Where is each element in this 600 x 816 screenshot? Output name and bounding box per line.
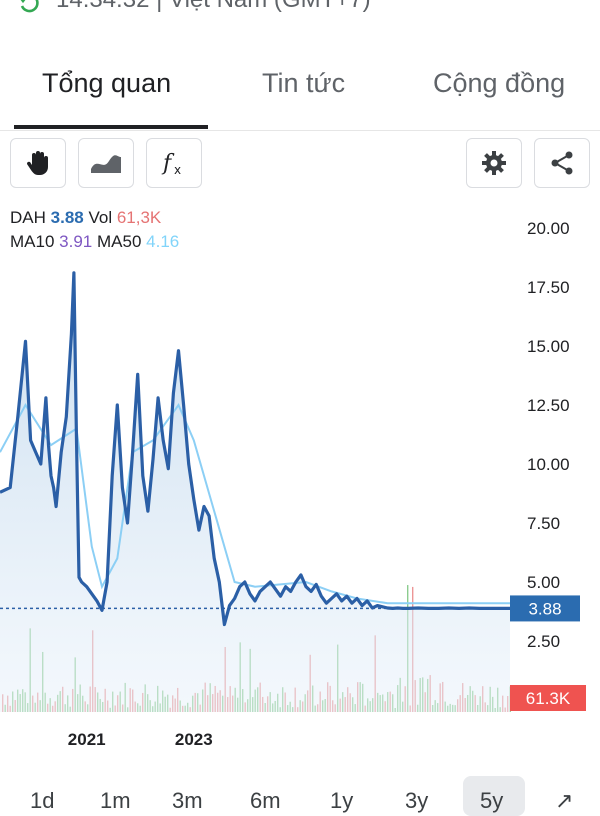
x-tick-label: 2023 <box>175 730 213 749</box>
y-tick-label: 12.50 <box>527 396 570 415</box>
chart-type-button[interactable] <box>78 138 134 188</box>
price-line <box>0 271 510 627</box>
legend-price-value: 3.88 <box>50 208 84 227</box>
current-price-tag <box>510 595 580 622</box>
current-volume-tag <box>510 685 586 711</box>
range-tab[interactable]: 1d <box>30 788 55 813</box>
y-tick-label: 10.00 <box>527 455 570 474</box>
range-tab[interactable]: 3m <box>172 788 203 813</box>
y-tick-label: 7.50 <box>527 514 560 533</box>
y-tick-label: 20.00 <box>527 219 570 238</box>
indicators-button[interactable]: f x <box>146 138 202 188</box>
legend-row-ma: MA10 3.91 MA50 4.16 <box>10 232 179 252</box>
x-tick-label: 2021 <box>68 730 106 749</box>
y-tick-label: 2.50 <box>527 632 560 651</box>
legend-symbol: DAH <box>10 208 46 227</box>
range-tabs: 1d 1m 3m 6m 1y 3y 5y ↗ <box>0 772 600 813</box>
tab-community[interactable]: Cộng đồng <box>433 68 566 98</box>
pan-tool-button[interactable] <box>10 138 66 188</box>
legend-ma50-value: 4.16 <box>146 232 180 251</box>
svg-text:x: x <box>174 163 181 177</box>
main-tabs: Tổng quan Tin tức Cộng đồng <box>0 38 600 131</box>
share-icon <box>551 151 573 175</box>
legend-row-price: DAH 3.88 Vol 61,3K <box>10 208 161 228</box>
function-icon: f x <box>161 151 181 177</box>
active-tab-indicator <box>14 125 208 129</box>
chart-style-icon <box>91 155 121 173</box>
settings-gear-icon <box>482 151 506 175</box>
refresh-icon <box>20 0 39 13</box>
range-tab[interactable]: 1y <box>330 788 354 813</box>
legend-ma10-label: MA10 <box>10 232 55 251</box>
legend-vol-value: 61,3K <box>116 208 162 227</box>
range-tab[interactable]: 3y <box>405 788 429 813</box>
status-time-text: 14:34:32 | Việt Nam (GMT+7) <box>56 0 371 14</box>
y-tick-label: 5.00 <box>527 573 560 592</box>
range-tab[interactable]: 1m <box>100 788 131 813</box>
y-tick-label: 17.50 <box>527 278 570 297</box>
tab-overview[interactable]: Tổng quan <box>42 68 172 98</box>
hand-pan-icon <box>26 151 48 175</box>
range-tab[interactable]: 6m <box>250 788 281 813</box>
settings-button[interactable] <box>466 138 522 188</box>
range-tab[interactable]: 5y <box>480 788 504 813</box>
price-chart[interactable]: 20.00 17.50 15.00 12.50 10.00 7.50 5.00 2.50 202… <box>0 200 600 760</box>
legend-ma50-label: MA50 <box>96 232 142 251</box>
current-volume-label: 61.3K <box>526 689 571 708</box>
expand-icon[interactable]: ↗ <box>555 788 574 813</box>
y-tick-label: 15.00 <box>527 337 570 356</box>
legend-ma10-value: 3.91 <box>59 232 93 251</box>
status-bar: 14:34:32 | Việt Nam (GMT+7) <box>0 0 600 26</box>
legend-vol-label: Vol <box>88 208 113 227</box>
price-area <box>0 272 510 712</box>
tab-news[interactable]: Tin tức <box>262 68 346 98</box>
share-button[interactable] <box>534 138 590 188</box>
svg-text:f: f <box>161 151 175 176</box>
current-price-label: 3.88 <box>528 599 561 618</box>
